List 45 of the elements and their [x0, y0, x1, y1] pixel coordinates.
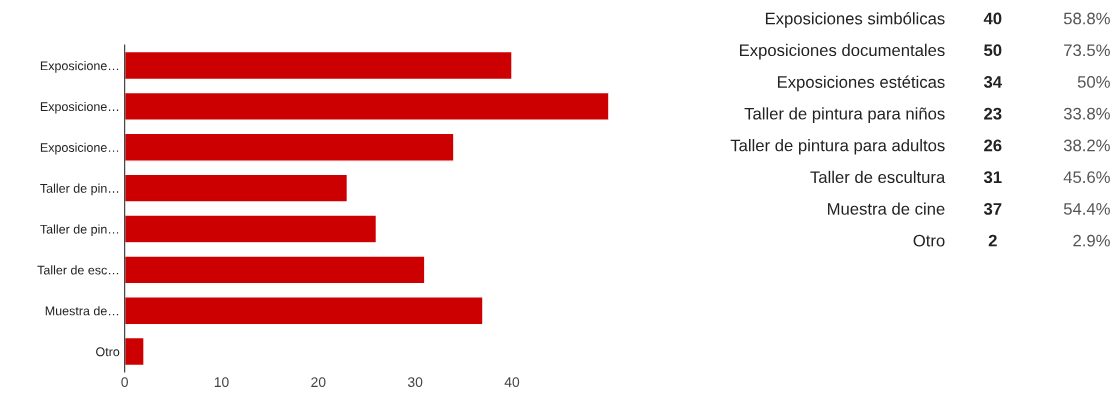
category-label: Muestra de cine	[828, 202, 945, 215]
x-tick-label: 10	[214, 377, 229, 388]
data-label: 2	[988, 234, 997, 247]
y-tick-label: Exposicione…	[40, 61, 119, 73]
category-label: Taller de pintura para niños	[744, 107, 945, 123]
x-tick-label: 20	[311, 377, 326, 388]
category-label: Exposiciones simbólicas	[765, 12, 945, 28]
data-label: 40	[983, 12, 1002, 25]
x-tick-label: 30	[407, 377, 423, 388]
data-label: 2.9%	[1073, 234, 1110, 247]
bar	[124, 336, 145, 367]
category-label: Exposiciones documentales	[739, 43, 945, 60]
y-tick-label: Exposicione…	[40, 101, 119, 114]
data-label: 50	[984, 44, 1002, 57]
bar	[124, 173, 349, 203]
data-label: 54.4%	[1063, 203, 1110, 215]
bar	[124, 214, 378, 244]
bar	[124, 296, 484, 326]
data-label: 50%	[1077, 76, 1110, 88]
category-label: Taller de pintura para adultos	[730, 139, 945, 155]
bar	[124, 50, 513, 81]
data-label: 45.6%	[1063, 171, 1110, 184]
data-label: 37	[983, 202, 1002, 215]
category-label: Otro	[913, 234, 945, 247]
y-tick-label: Taller de pin…	[40, 183, 119, 196]
bar	[124, 255, 426, 285]
category-label: Taller de escultura	[810, 170, 946, 184]
x-tick-label: 40	[504, 377, 520, 388]
y-tick-label: Taller de esc…	[37, 265, 119, 275]
category-label: Exposiciones estéticas	[777, 75, 945, 92]
data-label: 33.8%	[1063, 107, 1110, 120]
data-label: 34	[983, 76, 1002, 88]
y-tick-label: Exposicione…	[40, 142, 119, 155]
data-label: 23	[984, 107, 1002, 120]
y-tick-label: Muestra de…	[45, 306, 119, 316]
x-tick-label: 0	[121, 377, 128, 388]
data-label: 73.5%	[1064, 44, 1110, 57]
data-label: 31	[983, 171, 1002, 184]
data-label: 58.8%	[1063, 12, 1110, 25]
data-label: 38.2%	[1063, 139, 1110, 152]
bar	[124, 91, 609, 122]
data-label: 26	[984, 139, 1002, 152]
y-tick-label: Taller de pin…	[40, 224, 119, 237]
bar	[124, 132, 455, 162]
y-tick-label: Otro	[96, 347, 120, 357]
